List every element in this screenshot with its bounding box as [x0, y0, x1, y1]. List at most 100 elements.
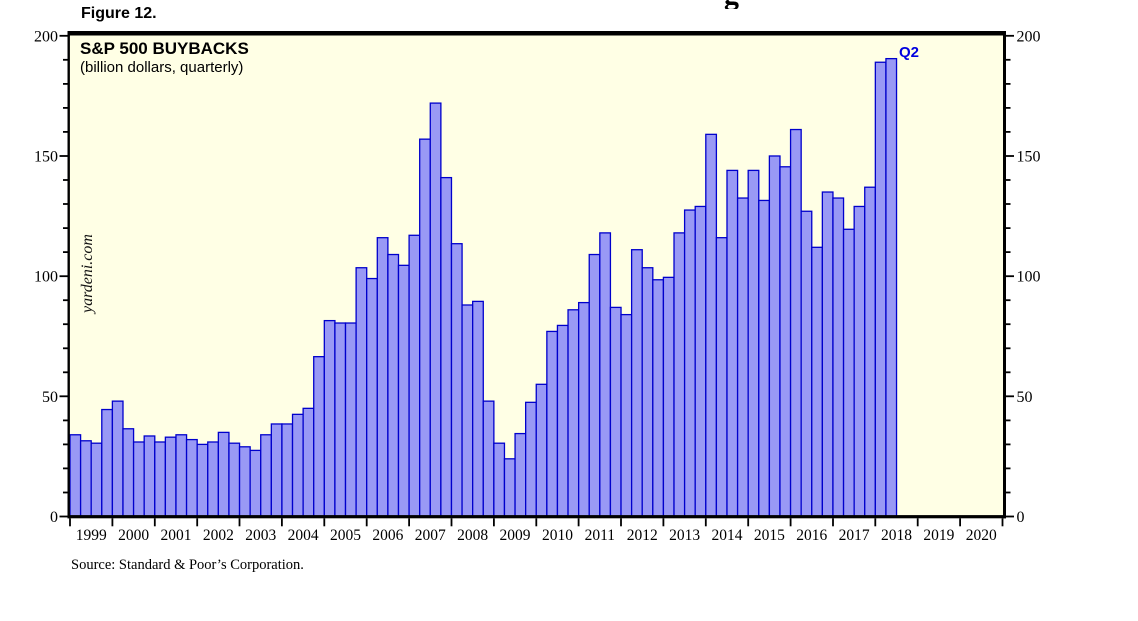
- bar-2009-Q1: [493, 442, 506, 518]
- bar-2014-Q2: [715, 237, 728, 518]
- bar-2004-Q3: [302, 407, 315, 518]
- bar-2008-Q3: [472, 300, 484, 518]
- bar-2017-Q3: [853, 205, 866, 518]
- bar-2000-Q1: [111, 400, 124, 518]
- bar-2005-Q4: [355, 267, 368, 518]
- bar-2016-Q3: [811, 246, 824, 518]
- bar-2010-Q2: [546, 330, 559, 518]
- bar-2014-Q3: [726, 169, 739, 518]
- y-axis-label-right-50: 50: [1017, 389, 1033, 406]
- bar-2003-Q2: [249, 449, 262, 518]
- bar-2001-Q3: [175, 434, 188, 518]
- bar-2005-Q2: [334, 322, 347, 518]
- x-axis-label-2009: 2009: [500, 527, 531, 544]
- bar-1999-Q3: [90, 442, 103, 518]
- y-axis-label-left-200: 200: [34, 28, 58, 45]
- bar-2002-Q3: [217, 431, 230, 518]
- bar-2012-Q4: [652, 279, 665, 518]
- bar-2010-Q4: [567, 309, 580, 518]
- bar-2017-Q4: [864, 186, 876, 518]
- bar-2006-Q1: [366, 277, 378, 518]
- bar-2016-Q2: [800, 210, 813, 518]
- bar-2015-Q3: [768, 155, 781, 518]
- y-axis-label-left-150: 150: [34, 148, 58, 165]
- x-axis-label-2001: 2001: [160, 527, 191, 544]
- y-axis-label-right-200: 200: [1017, 28, 1041, 45]
- x-axis-label-2012: 2012: [627, 527, 658, 544]
- bar-2010-Q3: [556, 324, 569, 518]
- bar-2018-Q1: [874, 61, 887, 518]
- bar-2001-Q1: [154, 441, 167, 518]
- x-axis-label-2006: 2006: [372, 527, 403, 544]
- x-axis-label-2008: 2008: [457, 527, 488, 544]
- bar-2003-Q1: [238, 446, 251, 518]
- x-axis-label-2011: 2011: [585, 527, 615, 544]
- bar-2006-Q2: [376, 237, 389, 518]
- frame-right: [1003, 31, 1006, 519]
- x-axis-label-2014: 2014: [711, 527, 742, 544]
- bar-2009-Q2: [503, 458, 516, 518]
- bar-2002-Q1: [196, 443, 209, 518]
- y-axis-label-right-100: 100: [1017, 269, 1041, 286]
- bar-2005-Q3: [344, 322, 357, 518]
- bar-2007-Q3: [429, 102, 442, 518]
- bar-2002-Q4: [228, 442, 241, 518]
- x-axis-label-2018: 2018: [881, 527, 912, 544]
- frame-top: [67, 31, 1006, 36]
- bar-2003-Q3: [260, 434, 272, 518]
- bar-2006-Q4: [397, 264, 410, 518]
- bar-2015-Q4: [779, 166, 792, 518]
- figure-label: Figure 12.: [81, 5, 157, 22]
- chart-title: S&P 500 BUYBACKS: [80, 39, 249, 58]
- x-axis-label-2005: 2005: [330, 527, 361, 544]
- y-axis-label-right-0: 0: [1017, 509, 1025, 526]
- bar-2008-Q4: [482, 400, 495, 518]
- bar-1999-Q1: [69, 434, 82, 518]
- frame-left: [67, 31, 70, 519]
- x-axis-label-2000: 2000: [118, 527, 149, 544]
- bar-2008-Q2: [461, 304, 474, 518]
- source-credit: Source: Standard & Poor’s Corporation.: [71, 557, 304, 573]
- bar-1999-Q2: [79, 440, 92, 518]
- bar-2007-Q1: [408, 234, 421, 518]
- bar-2001-Q2: [164, 436, 177, 518]
- bar-2001-Q4: [185, 438, 198, 518]
- bar-2011-Q1: [577, 301, 590, 518]
- bar-2011-Q2: [588, 253, 601, 518]
- bar-2015-Q2: [758, 199, 771, 518]
- x-axis-label-2013: 2013: [669, 527, 700, 544]
- x-axis-label-2015: 2015: [754, 527, 785, 544]
- bar-2005-Q1: [323, 319, 336, 518]
- bar-2017-Q2: [842, 228, 855, 518]
- bar-2007-Q2: [419, 138, 431, 518]
- x-axis-label-2020: 2020: [966, 527, 997, 544]
- watermark-yardeni: yardeni.com: [79, 234, 96, 313]
- x-axis-label-2010: 2010: [542, 527, 573, 544]
- bar-2008-Q1: [450, 243, 463, 518]
- bar-2007-Q4: [440, 176, 453, 518]
- y-axis-label-left-0: 0: [50, 509, 58, 526]
- bar-2016-Q1: [789, 128, 802, 518]
- bar-2000-Q3: [132, 441, 145, 518]
- bar-2006-Q3: [387, 253, 400, 518]
- x-axis-label-2019: 2019: [923, 527, 954, 544]
- bar-2012-Q3: [641, 267, 654, 518]
- bar-2004-Q1: [281, 423, 294, 518]
- chart-subtitle: (billion dollars, quarterly): [80, 59, 244, 76]
- bar-2013-Q3: [683, 209, 696, 518]
- bar-1999-Q4: [101, 408, 114, 518]
- y-axis-label-right-150: 150: [1017, 148, 1041, 165]
- y-axis-label-left-50: 50: [42, 389, 58, 406]
- bar-2013-Q2: [673, 232, 686, 518]
- bar-2014-Q4: [736, 197, 749, 518]
- x-axis-label-2002: 2002: [203, 527, 234, 544]
- cropped-text-fragment: g: [722, 0, 752, 9]
- bar-2010-Q1: [535, 383, 548, 518]
- bar-2004-Q4: [313, 356, 325, 518]
- bar-2017-Q1: [832, 197, 845, 518]
- bar-2000-Q2: [122, 428, 135, 518]
- bar-2002-Q2: [207, 441, 220, 518]
- bar-2000-Q4: [143, 435, 156, 518]
